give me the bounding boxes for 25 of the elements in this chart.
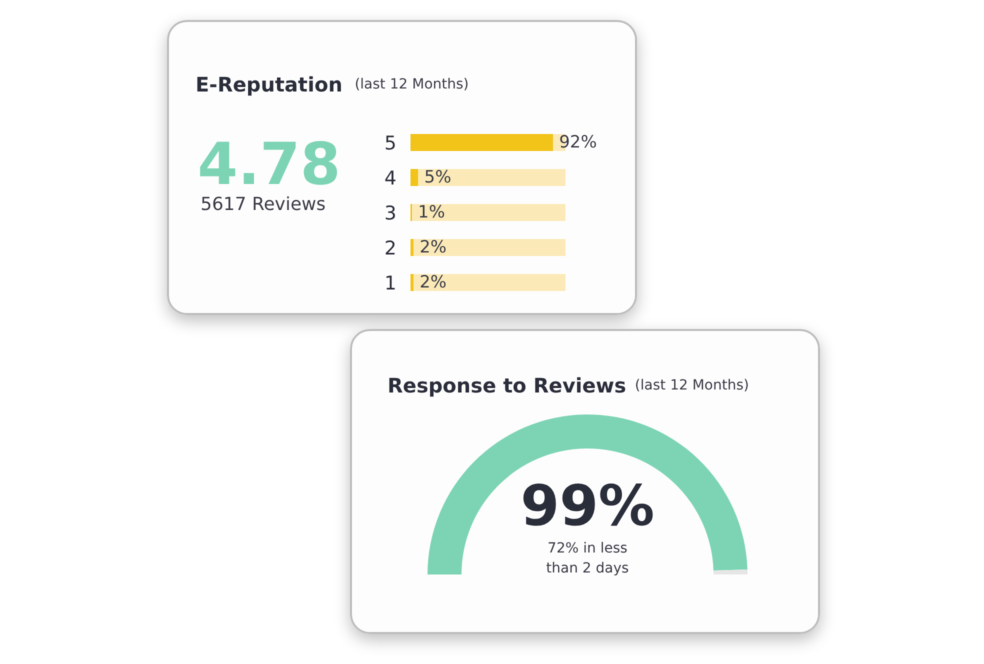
y-tick-label: 1 (384, 272, 397, 294)
y-tick-label: 3 (384, 202, 397, 224)
bar (412, 204, 566, 221)
data-label: 1% (418, 202, 446, 222)
chart-subtitle: (last 12 Months) (634, 378, 749, 394)
bar (418, 169, 566, 186)
chart-title: E-Reputation (196, 72, 342, 96)
bar (410, 134, 554, 151)
data-label: 2% (420, 272, 447, 292)
data-label: 92% (559, 132, 597, 152)
data-label: 5% (424, 168, 452, 188)
bar (414, 239, 566, 256)
y-tick-label: 2 (384, 238, 397, 260)
text: 5617 Reviews (200, 194, 326, 215)
chart-title: Response to Reviews (388, 374, 626, 398)
y-tick-label: 4 (384, 168, 397, 190)
y-tick-label: 5 (384, 132, 397, 154)
chart-subtitle: (last 12 Months) (354, 76, 469, 92)
data-label: 99% (520, 474, 655, 539)
bar (410, 239, 414, 256)
bar (414, 274, 566, 291)
data-label: 2% (420, 238, 447, 258)
bar (410, 169, 418, 186)
bar (410, 274, 414, 291)
text: 72% in less than 2 days (546, 540, 629, 576)
